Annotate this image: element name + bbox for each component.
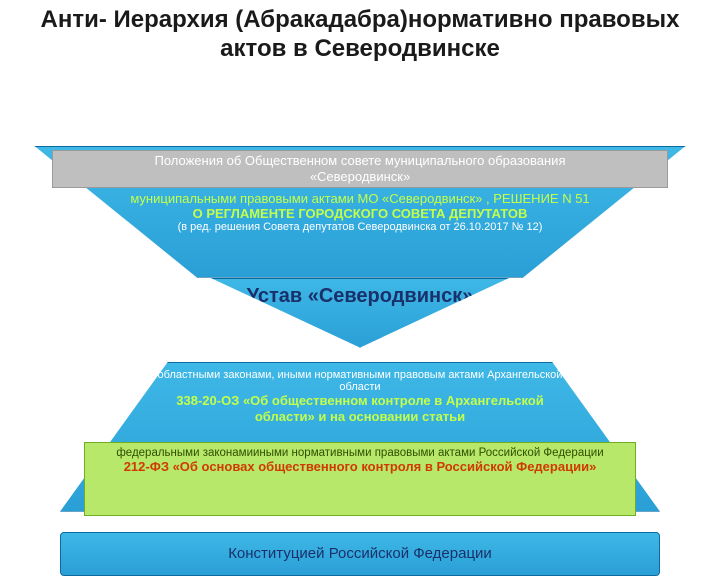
regional-line1: областными законами, иными нормативными … <box>151 369 569 393</box>
ustav-triangle: Устав «Северодвинск» <box>210 278 510 348</box>
page-title: Анти- Иерархия (Абракадабра)нормативно п… <box>0 0 720 64</box>
provisions-line1: Положения об Общественном совете муницип… <box>63 153 657 170</box>
provisions-overlay-bar: Положения об Общественном совете муницип… <box>52 150 668 188</box>
constitution-bar: Конституцией Российской Федерации <box>60 532 660 576</box>
federal-line2: 212-ФЗ «Об основах общественного контрол… <box>109 459 611 475</box>
federal-laws-overlay-bar: федеральными законамииными нормативными … <box>84 442 636 516</box>
ustav-label: Устав «Северодвинск» <box>211 285 509 308</box>
constitution-label: Конституцией Российской Федерации <box>228 545 492 562</box>
municipal-line1: муниципальными правовыми актами МО «Севе… <box>115 191 605 206</box>
federal-line1: федеральными законамииными нормативными … <box>109 447 611 459</box>
provisions-line2: «Северодвинск» <box>63 169 657 186</box>
municipal-line2: О РЕГЛАМЕНТЕ ГОРОДСКОГО СОВЕТА ДЕПУТАТОВ <box>115 206 605 221</box>
regional-line2: 338-20-ОЗ «Об общественном контроле в Ар… <box>151 393 569 426</box>
municipal-line3: (в ред. решения Совета депутатов Северод… <box>115 221 605 233</box>
